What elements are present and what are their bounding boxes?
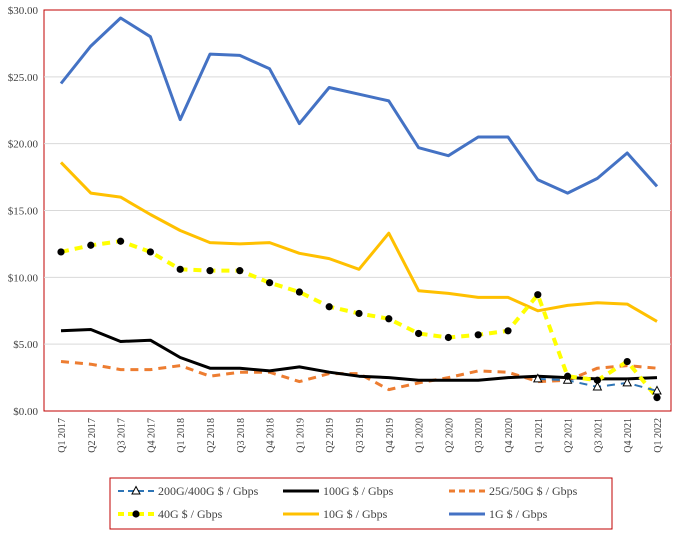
data-point-marker	[325, 303, 333, 311]
data-point-marker	[653, 394, 661, 402]
x-tick-label: Q1 2019	[295, 418, 306, 453]
series-line	[59, 161, 658, 323]
x-tick-label: Q2 2019	[325, 418, 336, 453]
data-point-marker	[593, 376, 602, 384]
y-tick-label: $5.00	[13, 339, 38, 351]
y-axis-tick-labels: $0.00 $5.00 $10.00 $15.00 $20.00 $25.00 $30.00	[8, 5, 39, 418]
y-tick-label: $25.00	[8, 72, 39, 84]
y-tick-label: $30.00	[8, 5, 39, 17]
data-point-marker	[146, 248, 154, 256]
x-tick-label: Q1 2022	[653, 418, 664, 453]
x-tick-label: Q1 2020	[415, 418, 426, 453]
legend-label: 200G/400G $ / Gbps	[158, 484, 259, 498]
x-tick-label: Q3 2019	[355, 418, 366, 453]
data-point-marker	[236, 267, 244, 275]
x-tick-label: Q1 2018	[176, 418, 187, 453]
x-tick-label: Q3 2020	[474, 418, 485, 453]
data-point-marker	[534, 291, 542, 299]
data-point-marker	[474, 331, 482, 339]
data-point-marker	[295, 288, 303, 296]
legend-box	[109, 477, 613, 530]
y-tick-label: $10.00	[8, 272, 39, 284]
x-tick-label: Q4 2020	[504, 418, 515, 453]
legend: 200G/400G $ / Gbps 100G $ / Gbps 25G/50G $…	[118, 484, 578, 521]
x-tick-label: Q4 2021	[623, 418, 634, 453]
x-tick-label: Q3 2021	[593, 418, 604, 453]
data-point-marker	[532, 373, 543, 383]
data-point-marker	[87, 241, 95, 249]
legend-marker	[131, 485, 141, 495]
legend-label: 40G $ / Gbps	[158, 507, 223, 521]
y-tick-label: $0.00	[13, 406, 38, 418]
data-point-marker	[415, 329, 423, 338]
data-point-marker	[176, 265, 184, 273]
x-tick-label: Q1 2017	[57, 418, 68, 453]
data-point-marker	[117, 237, 125, 245]
data-point-marker	[623, 357, 631, 366]
x-tick-label: Q2 2017	[87, 418, 98, 453]
data-point-marker	[592, 381, 603, 391]
y-tick-label: $15.00	[8, 206, 39, 218]
data-point-marker	[355, 309, 363, 318]
x-tick-label: Q1 2021	[534, 418, 545, 453]
data-point-marker	[652, 385, 662, 395]
x-axis-tick-labels: Q1 2017 Q2 2017 Q3 2017 Q4 2017 Q1 2018 Q2 20…	[57, 418, 664, 453]
data-point-marker	[622, 377, 633, 387]
data-point-marker	[385, 315, 393, 323]
series-markers	[57, 237, 662, 402]
legend-marker	[132, 510, 140, 518]
x-tick-label: Q2 2021	[564, 418, 575, 453]
data-point-marker	[57, 248, 65, 256]
x-tick-label: Q3 2017	[117, 418, 128, 453]
legend-label: 25G/50G $ / Gbps	[489, 484, 578, 498]
y-tick-label: $20.00	[8, 139, 39, 151]
x-tick-label: Q4 2018	[266, 418, 277, 453]
data-point-marker	[564, 372, 572, 380]
legend-label: 100G $ / Gbps	[323, 484, 394, 498]
x-tick-label: Q2 2018	[206, 418, 217, 453]
data-point-marker	[266, 279, 274, 287]
gridlines	[44, 76, 671, 345]
x-tick-label: Q2 2020	[444, 418, 455, 453]
legend-label: 10G $ / Gbps	[323, 507, 388, 521]
legend-label: 1G $ / Gbps	[489, 507, 548, 521]
data-point-marker	[444, 333, 452, 342]
x-tick-label: Q3 2018	[236, 418, 247, 453]
x-tick-label: Q4 2019	[385, 418, 396, 453]
data-point-marker	[206, 267, 214, 275]
x-tick-label: Q4 2017	[146, 418, 157, 453]
data-point-marker	[504, 327, 512, 335]
series-line	[59, 16, 659, 195]
series-line	[60, 328, 658, 382]
